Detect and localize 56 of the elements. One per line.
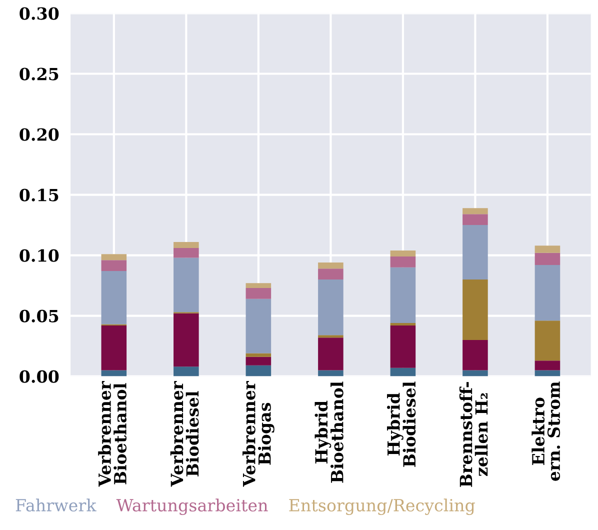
bar bbox=[318, 279, 344, 336]
bar bbox=[246, 288, 272, 299]
x-tick-label: Brennstoff- zellen H₂ bbox=[459, 382, 488, 487]
y-tick-label: 0.30 bbox=[20, 7, 59, 20]
bar bbox=[534, 252, 560, 265]
text: Wartungsarbeiten bbox=[116, 498, 268, 515]
text: Fahrwerk bbox=[16, 498, 96, 512]
x-tick-label: Verbrenner Biogas bbox=[242, 380, 274, 487]
bar bbox=[462, 225, 488, 280]
bar bbox=[318, 268, 344, 280]
bar bbox=[101, 254, 127, 260]
bar bbox=[462, 208, 488, 214]
bar bbox=[462, 370, 488, 376]
bar bbox=[534, 264, 560, 321]
bar bbox=[390, 256, 416, 268]
bar bbox=[534, 370, 560, 376]
bar bbox=[101, 370, 127, 376]
y-tick-label: 0.10 bbox=[20, 249, 59, 262]
bar bbox=[101, 325, 127, 370]
bar bbox=[534, 360, 560, 370]
bar bbox=[246, 298, 272, 354]
x-tick-label: Verbrenner Biodiesel bbox=[170, 380, 199, 487]
bar bbox=[534, 320, 560, 361]
bar bbox=[462, 279, 488, 340]
bar bbox=[246, 353, 272, 357]
y-tick-label: 0.20 bbox=[20, 128, 59, 141]
x-tick-label: Elektro ern. Strom bbox=[532, 382, 560, 481]
bar bbox=[390, 325, 416, 368]
y-tick-label: 0.00 bbox=[20, 370, 59, 383]
bar bbox=[534, 246, 560, 253]
bar bbox=[174, 242, 199, 248]
bar bbox=[462, 340, 488, 370]
bar bbox=[462, 214, 488, 226]
bar bbox=[318, 370, 344, 376]
bar bbox=[246, 283, 272, 288]
bar bbox=[101, 260, 127, 272]
text: Entsorgung/Recycling bbox=[289, 498, 475, 515]
y-tick-label: 0.25 bbox=[20, 68, 58, 80]
bar bbox=[390, 368, 416, 376]
x-tick-label: Verbrenner Bioethanol bbox=[98, 380, 127, 487]
x-tick-label: Hybrid Biodiesel bbox=[387, 382, 416, 467]
bar bbox=[318, 262, 344, 269]
bar bbox=[390, 250, 416, 256]
bar bbox=[318, 335, 344, 338]
bar bbox=[101, 271, 127, 324]
bar bbox=[246, 365, 272, 376]
bar bbox=[174, 313, 199, 367]
bar bbox=[174, 248, 199, 258]
y-tick-label: 0.05 bbox=[20, 310, 58, 322]
x-tick-label: Hybrid Bioethanol bbox=[314, 382, 344, 483]
bar bbox=[174, 258, 199, 312]
bar bbox=[318, 338, 344, 370]
bar bbox=[390, 267, 416, 324]
bar bbox=[174, 366, 199, 376]
bar bbox=[246, 356, 272, 366]
y-tick-label: 0.15 bbox=[20, 188, 58, 202]
